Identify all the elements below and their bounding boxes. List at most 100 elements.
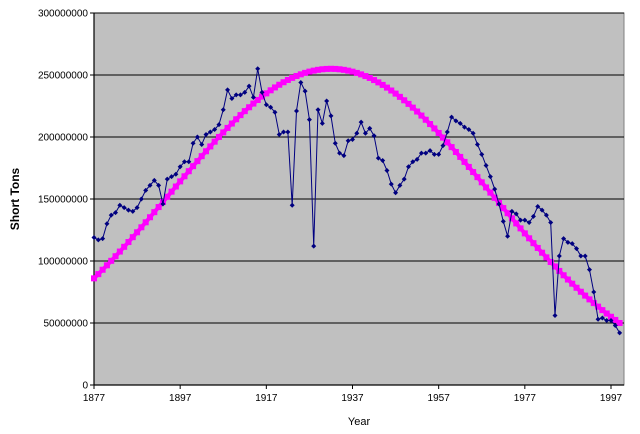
fit-marker: [431, 125, 438, 132]
data-point-marker: [431, 151, 437, 157]
data-point-marker: [444, 129, 450, 135]
fit-marker: [530, 240, 537, 247]
fit-marker: [185, 168, 192, 175]
data-point-marker: [255, 66, 261, 72]
fit-marker: [556, 267, 563, 274]
data-point-marker: [220, 107, 226, 113]
data-point-marker: [117, 202, 123, 208]
data-point-marker: [147, 182, 153, 188]
data-point-marker: [427, 148, 433, 154]
fit-marker: [418, 112, 425, 119]
data-point-marker: [229, 96, 235, 102]
data-point-marker: [350, 136, 355, 142]
fit-marker: [547, 258, 554, 265]
fit-marker: [362, 73, 369, 80]
fit-marker: [560, 272, 567, 279]
data-point-marker: [250, 94, 256, 100]
x-tick-label: 1957: [428, 393, 451, 404]
data-point-marker: [487, 174, 493, 180]
data-point-marker: [194, 134, 200, 140]
data-point-marker: [578, 253, 584, 259]
fit-marker: [233, 116, 240, 123]
fit-marker: [526, 235, 533, 242]
fit-marker: [573, 284, 580, 291]
fit-marker: [461, 158, 468, 165]
data-point-marker: [543, 212, 549, 218]
fit-marker: [392, 90, 399, 97]
data-point-marker: [91, 234, 97, 240]
data-point-marker: [337, 150, 343, 156]
fit-marker: [254, 96, 261, 103]
data-point-marker: [177, 164, 183, 170]
data-point-marker: [380, 158, 386, 164]
fit-marker: [147, 214, 154, 221]
data-point-marker: [608, 318, 614, 324]
data-point-marker: [216, 122, 222, 128]
data-point-marker: [186, 159, 192, 165]
data-point-marker: [324, 98, 330, 104]
data-point-marker: [95, 237, 101, 243]
fit-marker: [263, 90, 270, 97]
data-point-marker: [453, 118, 459, 124]
data-point-marker: [160, 201, 166, 207]
fit-marker: [91, 275, 97, 282]
data-point-marker: [492, 186, 498, 192]
data-point-marker: [272, 109, 278, 115]
fit-marker: [250, 100, 257, 107]
fit-marker: [181, 173, 188, 180]
data-point-marker: [436, 151, 442, 157]
fit-marker: [284, 76, 291, 83]
data-point-marker: [539, 207, 545, 213]
x-tick-label: 1977: [514, 393, 537, 404]
x-tick-label: 1937: [341, 393, 364, 404]
data-point-marker: [259, 89, 265, 95]
data-point-marker: [212, 127, 218, 133]
fit-marker: [409, 104, 416, 111]
y-tick-label: 50000000: [44, 319, 89, 330]
fit-marker: [332, 65, 339, 72]
fit-marker: [99, 266, 106, 273]
data-point-marker: [552, 313, 558, 319]
data-point-marker: [423, 150, 429, 156]
fit-marker: [129, 234, 136, 241]
data-point-marker: [371, 133, 377, 139]
data-point-marker: [302, 88, 308, 94]
y-tick-label: 100000000: [38, 257, 88, 268]
fit-marker: [228, 120, 235, 127]
data-point-marker: [173, 171, 179, 177]
data-point-marker: [449, 114, 455, 120]
fit-marker: [599, 307, 606, 314]
x-tick-label: 1917: [255, 393, 278, 404]
fit-marker: [95, 271, 102, 278]
data-point-marker: [500, 218, 506, 224]
fit-marker: [224, 124, 231, 131]
y-tick-label: 300000000: [38, 9, 88, 20]
y-tick-label: 250000000: [38, 71, 88, 82]
data-point-marker: [440, 143, 446, 149]
fit-marker: [513, 220, 520, 227]
data-point-marker: [345, 138, 351, 144]
data-point-marker: [332, 140, 338, 146]
fit-marker: [577, 288, 584, 295]
fit-marker: [375, 79, 382, 86]
data-point-marker: [401, 176, 407, 182]
fit-marker: [177, 178, 184, 185]
fit-marker: [220, 129, 227, 136]
fit-marker: [207, 143, 214, 150]
fit-marker: [125, 239, 132, 246]
data-point-marker: [138, 196, 144, 202]
data-point-marker: [203, 132, 209, 138]
fit-marker: [203, 148, 210, 155]
fit-marker: [237, 112, 244, 119]
fit-marker: [134, 229, 141, 236]
fit-marker: [474, 174, 481, 181]
data-point-marker: [298, 79, 304, 85]
data-point-marker: [474, 141, 480, 147]
fit-marker: [293, 72, 300, 79]
fit-marker: [371, 77, 378, 84]
data-point-marker: [367, 125, 373, 131]
data-point-marker: [393, 190, 399, 196]
data-point-marker: [513, 211, 519, 217]
data-point-marker: [384, 167, 390, 173]
y-tick-label: 150000000: [38, 195, 88, 206]
